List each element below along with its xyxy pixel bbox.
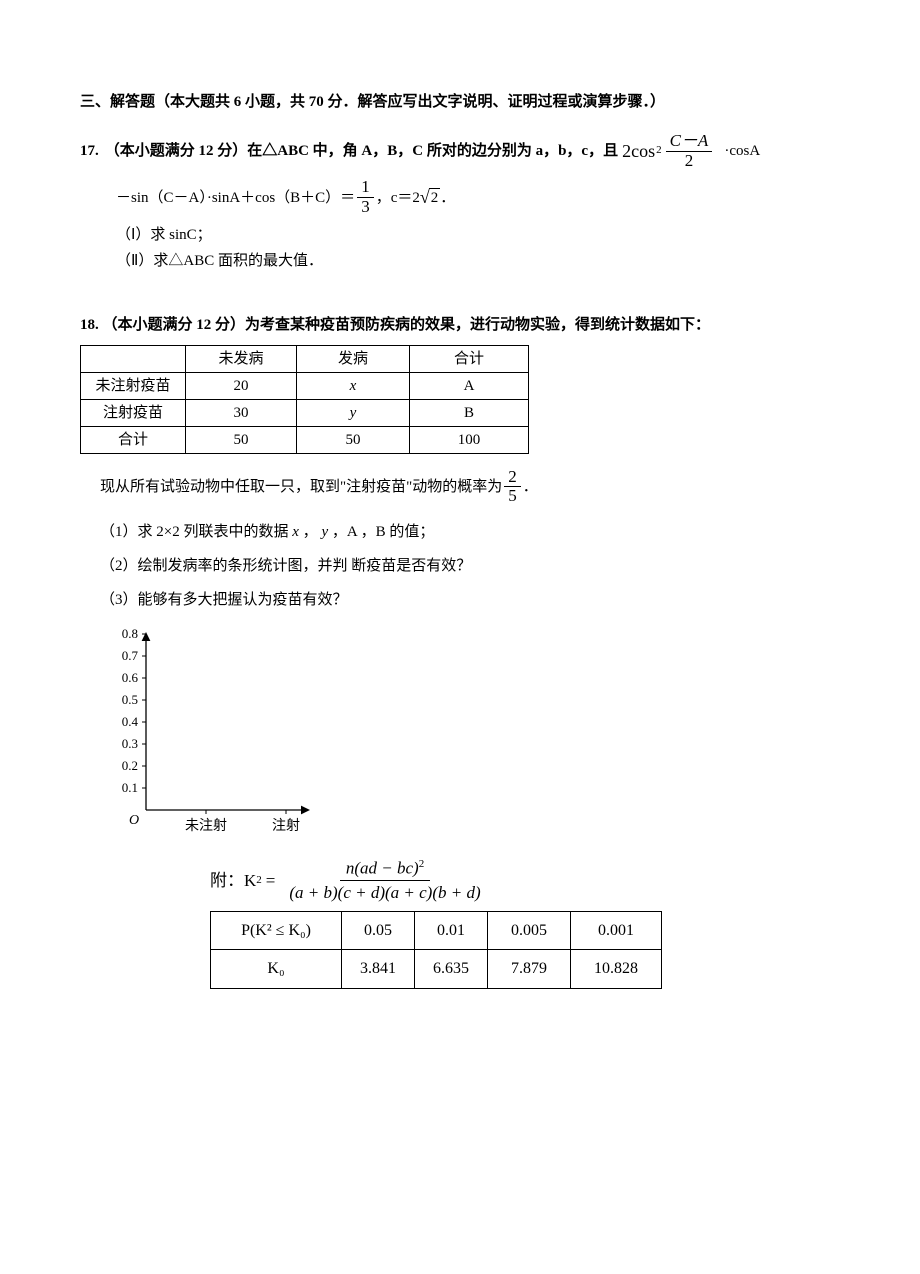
q17-part1: （Ⅰ）求 sinC； <box>80 223 840 247</box>
table-cell <box>81 345 186 372</box>
question-17: 17. （本小题满分 12 分）在△ABC 中，角 A，B，C 所对的边分别为 … <box>80 132 840 273</box>
table-cell: 发病 <box>297 345 410 372</box>
q17-frac1-den: 2 <box>681 152 698 171</box>
table-cell: 0.005 <box>488 911 571 950</box>
q18-label: 18. <box>80 317 99 333</box>
svg-text:0.1: 0.1 <box>122 780 138 795</box>
q17-part2: （Ⅱ）求△ABC 面积的最大值． <box>80 249 840 273</box>
q17-line1: 17. （本小题满分 12 分）在△ABC 中，角 A，B，C 所对的边分别为 … <box>80 132 840 170</box>
table-cell: 7.879 <box>488 950 571 989</box>
table-cell: 0.05 <box>342 911 415 950</box>
q17-line2: －sin（C－A）·sinA＋cos（B＋C）＝ 1 3 ，c＝2 √2 ． <box>80 178 840 216</box>
svg-text:0.6: 0.6 <box>122 670 139 685</box>
table-row: 未发病 发病 合计 <box>81 345 529 372</box>
contingency-table: 未发病 发病 合计 未注射疫苗 20 x A 注射疫苗 30 y B 合计 50… <box>80 345 529 454</box>
table-cell: 合计 <box>81 426 186 453</box>
svg-text:O: O <box>129 813 139 828</box>
q17-sqrt-arg: 2 <box>429 188 441 207</box>
q18-p2: （2）绘制发病率的条形统计图，并判 断疫苗是否有效？ <box>100 554 840 578</box>
k2-formula: 附：K 2 = n(ad − bc)2 (a + b)(c + d)(a + c… <box>210 858 840 903</box>
svg-text:未注射: 未注射 <box>185 818 227 834</box>
sqrt-icon: √2 <box>420 188 440 207</box>
q18-p1-b: 2×2 <box>156 524 179 540</box>
svg-text:注射: 注射 <box>272 818 300 834</box>
table-cell: 未发病 <box>186 345 297 372</box>
q17-frac2-den: 3 <box>357 198 374 217</box>
q18-p3: （3）能够有多大把握认为疫苗有效？ <box>100 588 840 612</box>
q17-coef: 2cos <box>622 137 655 166</box>
table-cell: A <box>410 372 529 399</box>
table-row: 注射疫苗 30 y B <box>81 399 529 426</box>
q18-prob-tail: ． <box>523 475 538 499</box>
formula-sup: 2 <box>256 872 262 890</box>
table-cell: 30 <box>186 399 297 426</box>
table-cell: 6.635 <box>415 950 488 989</box>
q18-lead: 18. （本小题满分 12 分）为考查某种疫苗预防疾病的效果，进行动物实验，得到… <box>80 313 840 337</box>
table-cell: 10.828 <box>571 950 662 989</box>
q18-prob-den: 5 <box>504 487 521 506</box>
table-row: 合计 50 50 100 <box>81 426 529 453</box>
table-cell: x <box>297 372 410 399</box>
q17-line2a: －sin（C－A）·sinA＋cos（B＋C）＝ <box>116 186 355 210</box>
table-cell: P(K² ≤ K₀) <box>211 911 342 950</box>
q17-frac2-num: 1 <box>357 178 374 198</box>
table-cell: 0.001 <box>571 911 662 950</box>
q17-frac1-num: C－A <box>666 132 713 152</box>
table-cell: 20 <box>186 372 297 399</box>
q18-probability-line: 现从所有试验动物中任取一只，取到"注射疫苗"动物的概率为 2 5 ． <box>100 468 840 506</box>
table-cell: 50 <box>186 426 297 453</box>
table-row: P(K² ≤ K₀) 0.05 0.01 0.005 0.001 <box>211 911 662 950</box>
q18-prob-frac: 2 5 <box>504 468 521 506</box>
table-cell: 合计 <box>410 345 529 372</box>
question-18: 18. （本小题满分 12 分）为考查某种疫苗预防疾病的效果，进行动物实验，得到… <box>80 313 840 989</box>
q18-prob-text: 现从所有试验动物中任取一只，取到"注射疫苗"动物的概率为 <box>100 475 502 499</box>
table-row: K₀ 3.841 6.635 7.879 10.828 <box>211 950 662 989</box>
q17-frac2: 1 3 <box>357 178 374 216</box>
formula-num: n(ad − bc)2 <box>340 858 430 881</box>
critical-value-table: P(K² ≤ K₀) 0.05 0.01 0.005 0.001 K₀ 3.84… <box>210 911 662 989</box>
q17-label: 17. <box>80 139 99 163</box>
q18-p1-c: 列联表中的数据 <box>183 524 288 540</box>
q18-subquestions: （1）求 2×2 列联表中的数据 x ， y ，A ，B 的值； （2）绘制发病… <box>80 520 840 612</box>
q17-frac1: C－A 2 <box>666 132 713 170</box>
svg-text:0.5: 0.5 <box>122 692 138 707</box>
formula-frac: n(ad − bc)2 (a + b)(c + d)(a + c)(b + d) <box>283 858 486 903</box>
q18-p1-mid: ，A ，B 的值； <box>332 524 435 540</box>
q18-p1-a: （1）求 <box>100 524 153 540</box>
svg-text:0.8: 0.8 <box>122 626 138 641</box>
table-cell: 50 <box>297 426 410 453</box>
table-cell: y <box>297 399 410 426</box>
table-row: 未注射疫苗 20 x A <box>81 372 529 399</box>
q17-line2c: ． <box>440 186 455 210</box>
q18-y: y <box>321 524 328 540</box>
q18-comma: ， <box>303 524 318 540</box>
q17-line2b: ，c＝2 <box>376 186 420 210</box>
q17-prefix: （本小题满分 12 分）在△ABC 中，角 A，B，C 所对的边分别为 a，b，… <box>105 139 618 163</box>
table-cell: 0.01 <box>415 911 488 950</box>
section-title: 三、解答题（本大题共 6 小题，共 70 分．解答应写出文字说明、证明过程或演算… <box>80 90 840 114</box>
formula-num-sup: 2 <box>419 858 425 870</box>
bar-chart-axes: 0.1 0.2 0.3 0.4 0.5 0.6 0.7 0.8 未注射 注射 O <box>98 626 840 846</box>
table-cell: K₀ <box>211 950 342 989</box>
formula-num-text: n(ad − bc) <box>346 859 419 878</box>
formula-prefix: 附：K <box>210 867 256 894</box>
table-cell: 注射疫苗 <box>81 399 186 426</box>
formula-eq: = <box>266 867 276 894</box>
q18-p1: （1）求 2×2 列联表中的数据 x ， y ，A ，B 的值； <box>100 520 840 544</box>
table-cell: 3.841 <box>342 950 415 989</box>
q17-sq: 2 <box>656 142 662 160</box>
svg-text:0.3: 0.3 <box>122 736 138 751</box>
table-cell: B <box>410 399 529 426</box>
chart-svg: 0.1 0.2 0.3 0.4 0.5 0.6 0.7 0.8 未注射 注射 O <box>98 626 318 846</box>
q17-tail1: ·cosA <box>724 139 760 163</box>
q18-lead-text: （本小题满分 12 分）为考查某种疫苗预防疾病的效果，进行动物实验，得到统计数据… <box>103 317 711 333</box>
table-cell: 100 <box>410 426 529 453</box>
svg-text:0.7: 0.7 <box>122 648 139 663</box>
formula-den: (a + b)(c + d)(a + c)(b + d) <box>283 881 486 903</box>
table-cell: 未注射疫苗 <box>81 372 186 399</box>
svg-text:0.2: 0.2 <box>122 758 138 773</box>
q18-x: x <box>292 524 299 540</box>
svg-text:0.4: 0.4 <box>122 714 139 729</box>
q18-prob-num: 2 <box>504 468 521 488</box>
